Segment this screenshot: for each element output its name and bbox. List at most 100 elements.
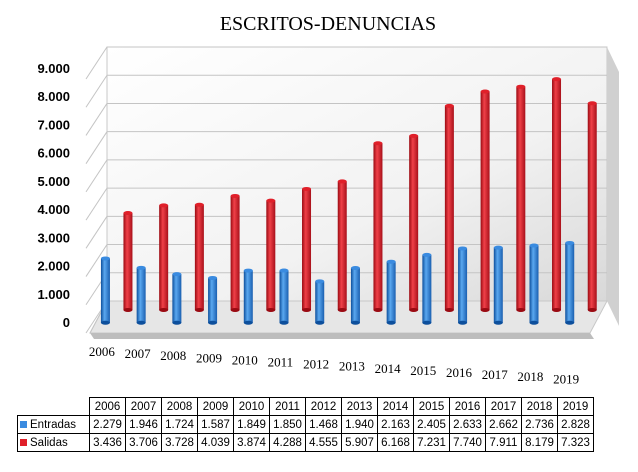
table-year-header: 2011 bbox=[269, 397, 306, 416]
table-cell: 1.468 bbox=[305, 415, 342, 434]
table-cell: 7.323 bbox=[557, 433, 594, 452]
x-tick-label: 2008 bbox=[160, 348, 186, 363]
x-tick-label: 2007 bbox=[125, 346, 152, 361]
gridline-depth bbox=[85, 74, 108, 108]
table-year-header: 2006 bbox=[89, 397, 126, 416]
x-tick-label: 2016 bbox=[446, 365, 473, 380]
table-cell: 7.231 bbox=[413, 433, 450, 452]
bar-entradas bbox=[136, 265, 146, 325]
table-cell: 7.911 bbox=[485, 433, 522, 452]
table-cell: 2.163 bbox=[377, 415, 414, 434]
bar-salidas bbox=[159, 203, 169, 312]
x-tick-label: 2009 bbox=[196, 350, 222, 365]
table-cell: 3.706 bbox=[125, 433, 162, 452]
gridline-depth bbox=[85, 159, 108, 193]
y-tick-label: 3.000 bbox=[37, 230, 70, 245]
bar-entradas bbox=[529, 243, 539, 325]
x-tick-label: 2019 bbox=[553, 371, 579, 386]
bar-entradas bbox=[208, 275, 218, 325]
x-tick-label: 2006 bbox=[89, 344, 116, 359]
bar-salidas bbox=[373, 141, 383, 312]
legend-key bbox=[20, 420, 27, 428]
bar-salidas bbox=[409, 133, 419, 312]
bar-salidas bbox=[516, 84, 526, 312]
bar-salidas bbox=[266, 198, 276, 312]
bar-entradas bbox=[458, 246, 468, 325]
bar-entradas bbox=[350, 266, 360, 325]
x-tick-label: 2013 bbox=[339, 359, 365, 374]
x-axis-categories: 2006 2007 2008 2009 2010 2011 2012 2013 2014 2015… bbox=[89, 344, 579, 386]
gridline-depth bbox=[85, 244, 108, 277]
bar-salidas bbox=[230, 193, 240, 312]
data-table: 2006 2007 2008 2009 2010 2011 2012 2013 2014 2015… bbox=[17, 397, 594, 452]
table-cell: 2.662 bbox=[485, 415, 522, 434]
y-tick-label: 7.000 bbox=[37, 117, 70, 132]
bar-entradas bbox=[422, 252, 432, 325]
x-tick-label: 2010 bbox=[232, 352, 258, 367]
gridline-depth bbox=[85, 103, 108, 136]
table-year-header: 2008 bbox=[161, 397, 198, 416]
table-year-header: 2016 bbox=[449, 397, 486, 416]
bar-salidas bbox=[302, 186, 312, 312]
table-cell: 2.828 bbox=[557, 415, 594, 434]
y-tick-label: 6.000 bbox=[37, 146, 70, 161]
y-tick-label: 9.000 bbox=[37, 61, 70, 76]
table-cell: 3.436 bbox=[89, 433, 126, 452]
bar-entradas bbox=[100, 256, 110, 325]
table-cell: 7.740 bbox=[449, 433, 486, 452]
table-cell: 1.940 bbox=[341, 415, 378, 434]
table-year-header: 2013 bbox=[341, 397, 378, 416]
bar-salidas bbox=[194, 202, 204, 312]
x-tick-label: 2015 bbox=[410, 363, 436, 378]
table-row: Salidas 3.436 3.706 3.728 4.039 3.874 4.288 4.5… bbox=[17, 433, 594, 452]
table-cell: 2.736 bbox=[521, 415, 558, 434]
plot-area bbox=[85, 46, 619, 339]
y-tick-label: 0 bbox=[63, 315, 70, 330]
table-cell: 1.946 bbox=[125, 415, 162, 434]
table-year-header: 2009 bbox=[197, 397, 234, 416]
y-axis-ticks: 9.000 8.000 7.000 6.000 5.000 4.000 3.000 2.000… bbox=[37, 61, 70, 330]
table-cell: 1.724 bbox=[161, 415, 198, 434]
chart-title: ESCRITOS-DENUNCIAS bbox=[220, 13, 436, 35]
x-tick-label: 2011 bbox=[268, 355, 294, 370]
gridline-depth bbox=[85, 46, 108, 80]
table-year-header: 2010 bbox=[233, 397, 270, 416]
series-name: Entradas bbox=[30, 418, 77, 431]
table-year-header: 2012 bbox=[305, 397, 342, 416]
table-year-header: 2018 bbox=[521, 397, 558, 416]
table-cell: 3.874 bbox=[233, 433, 270, 452]
table-cell: 5.907 bbox=[341, 433, 378, 452]
table-year-header: 2015 bbox=[413, 397, 450, 416]
table-cell: 2.405 bbox=[413, 415, 450, 434]
bar-salidas bbox=[480, 89, 490, 312]
bar-entradas bbox=[172, 272, 182, 325]
table-series-label: Entradas bbox=[17, 415, 90, 434]
gridline-depth bbox=[85, 131, 108, 164]
y-tick-label: 8.000 bbox=[37, 89, 70, 104]
bar-entradas bbox=[386, 259, 396, 325]
table-corner bbox=[18, 398, 90, 416]
bar-salidas bbox=[123, 210, 133, 312]
bar-entradas bbox=[279, 268, 289, 325]
chart-side-wall bbox=[607, 47, 619, 326]
table-cell: 8.179 bbox=[521, 433, 558, 452]
table-cell: 3.728 bbox=[161, 433, 198, 452]
table-year-header: 2007 bbox=[125, 397, 162, 416]
bar-entradas bbox=[315, 279, 325, 325]
table-header-row: 2006 2007 2008 2009 2010 2011 2012 2013 2014 2015… bbox=[18, 397, 594, 416]
y-tick-label: 5.000 bbox=[37, 174, 70, 189]
y-tick-label: 1.000 bbox=[37, 287, 70, 302]
bar-entradas bbox=[493, 245, 503, 325]
bar-salidas bbox=[444, 103, 454, 312]
table-cell: 4.288 bbox=[269, 433, 306, 452]
bar-salidas bbox=[552, 77, 562, 312]
table-cell: 2.279 bbox=[89, 415, 126, 434]
table-year-header: 2019 bbox=[557, 397, 594, 416]
bar-salidas bbox=[587, 101, 597, 312]
table-cell: 1.850 bbox=[269, 415, 306, 434]
table-cell: 2.633 bbox=[449, 415, 486, 434]
x-tick-label: 2014 bbox=[375, 361, 402, 376]
gridline-depth bbox=[85, 187, 108, 221]
bar-entradas bbox=[565, 240, 575, 325]
